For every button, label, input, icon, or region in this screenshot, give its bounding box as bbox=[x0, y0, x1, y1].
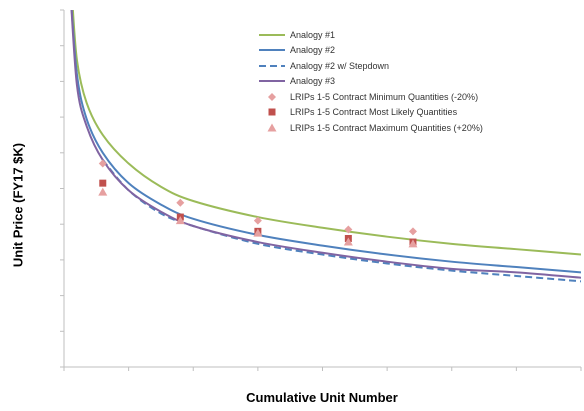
legend-swatch-graphic bbox=[259, 49, 285, 52]
legend-item-lrips-1-5-contract-minimum-quantities-20: LRIPs 1-5 Contract Minimum Quantities (-… bbox=[258, 89, 483, 105]
series-line-analogy-2 bbox=[70, 10, 581, 274]
legend-swatch-graphic bbox=[259, 64, 285, 67]
legend-item-analogy-1: Analogy #1 bbox=[258, 27, 483, 43]
legend-swatch-graphic bbox=[259, 33, 285, 36]
y-axis-label: Unit Price (FY17 $K) bbox=[10, 142, 26, 268]
legend-swatch bbox=[258, 61, 286, 71]
legend-item-analogy-2-w-stepdown: Analogy #2 w/ Stepdown bbox=[258, 58, 483, 74]
x-axis-label: Cumulative Unit Number bbox=[246, 390, 398, 405]
legend-label: Analogy #1 bbox=[290, 29, 336, 40]
legend-label: Analogy #3 bbox=[290, 76, 336, 87]
point-triangle bbox=[408, 239, 418, 248]
point-diamond bbox=[344, 225, 353, 234]
point-triangle bbox=[253, 228, 263, 237]
legend-marker bbox=[268, 108, 276, 116]
legend-label: LRIPs 1-5 Contract Maximum Quantities (+… bbox=[290, 122, 483, 133]
legend-marker bbox=[267, 123, 277, 132]
legend-item-analogy-3: Analogy #3 bbox=[258, 74, 483, 90]
legend-swatch bbox=[258, 45, 286, 55]
legend-swatch-graphic bbox=[267, 123, 277, 132]
legend-label: Analogy #2 bbox=[290, 45, 336, 56]
point-diamond bbox=[176, 198, 185, 207]
legend-item-lrips-1-5-contract-most-likely-quantities: LRIPs 1-5 Contract Most Likely Quantitie… bbox=[258, 105, 483, 121]
point-diamond bbox=[253, 216, 262, 225]
point-diamond bbox=[408, 227, 417, 236]
plot-area bbox=[70, 10, 581, 283]
legend-label: LRIPs 1-5 Contract Minimum Quantities (-… bbox=[290, 91, 479, 102]
legend-swatch bbox=[258, 30, 286, 40]
point-triangle bbox=[175, 216, 185, 225]
legend-marker bbox=[268, 92, 276, 101]
legend-item-lrips-1-5-contract-maximum-quantities-20: LRIPs 1-5 Contract Maximum Quantities (+… bbox=[258, 120, 483, 136]
point-triangle bbox=[98, 187, 108, 196]
legend-swatch-graphic bbox=[268, 108, 276, 116]
legend-item-analogy-2: Analogy #2 bbox=[258, 43, 483, 59]
legend-swatch-graphic bbox=[268, 92, 276, 101]
legend-swatch bbox=[258, 123, 286, 133]
series-group bbox=[70, 10, 581, 283]
point-diamond bbox=[98, 159, 107, 168]
legend-swatch bbox=[258, 107, 286, 117]
point-square bbox=[99, 179, 107, 187]
legend-label: LRIPs 1-5 Contract Most Likely Quantitie… bbox=[290, 107, 458, 118]
legend-swatch-graphic bbox=[259, 80, 285, 83]
series-line-analogy-3 bbox=[70, 10, 581, 279]
series-line-analogy-1 bbox=[71, 10, 581, 256]
legend-swatch bbox=[258, 76, 286, 86]
series-line-analogy-2-w-stepdown bbox=[102, 159, 581, 283]
point-triangle bbox=[343, 237, 353, 246]
legend: Analogy #1 Analogy #2 Analogy #2 w/ Stepdo… bbox=[258, 27, 483, 136]
legend-label: Analogy #2 w/ Stepdown bbox=[290, 60, 390, 71]
legend-swatch bbox=[258, 92, 286, 102]
axes bbox=[60, 9, 582, 371]
